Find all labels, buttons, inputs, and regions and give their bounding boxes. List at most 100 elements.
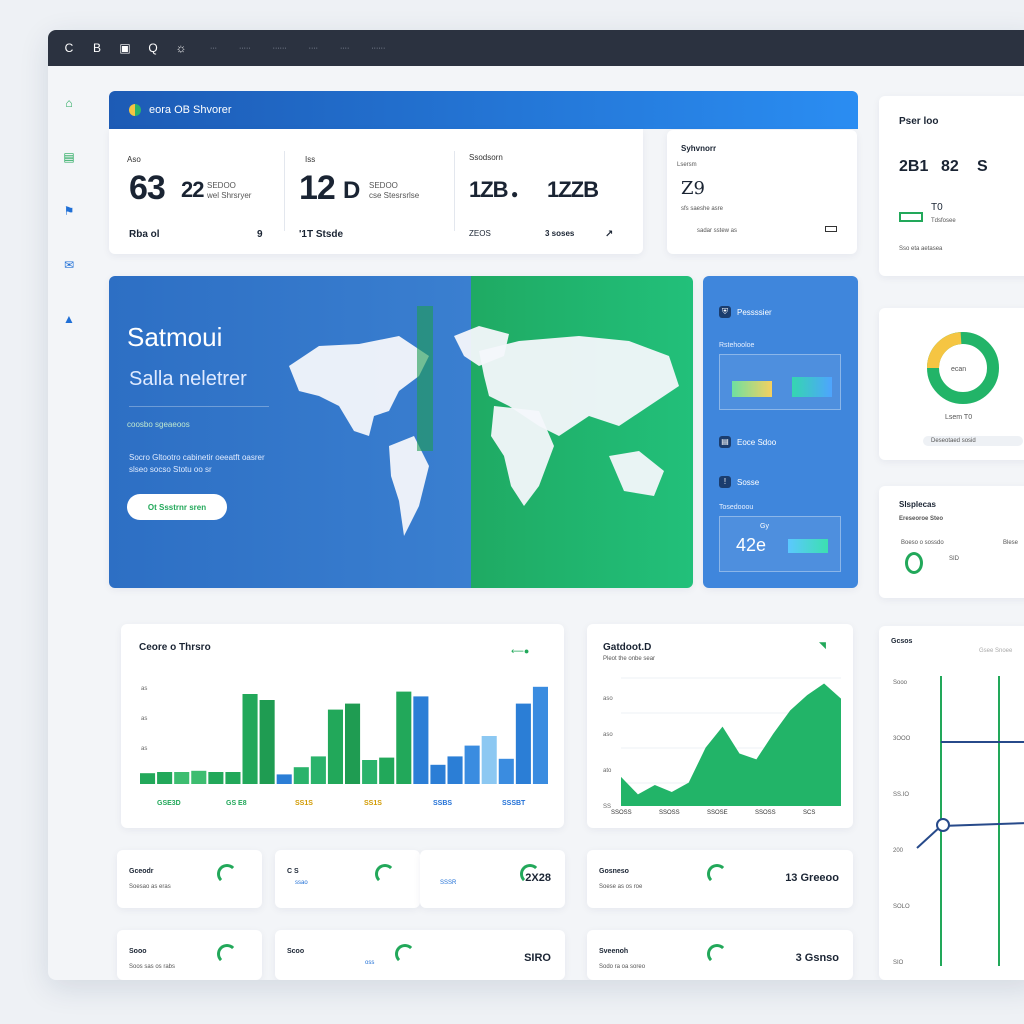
y-tick: aso <box>603 732 613 738</box>
small-card-4[interactable]: Gosneso Soese as os roe 13 Greeoo <box>587 850 853 908</box>
stat-1-value: 63 <box>129 169 166 207</box>
y-tick: SS.IO <box>893 792 910 798</box>
bar-17[interactable] <box>413 696 429 784</box>
document-icon[interactable]: ▤ <box>63 150 75 164</box>
bar-14[interactable] <box>362 760 378 784</box>
bar-9[interactable] <box>276 774 292 784</box>
bar-22[interactable] <box>498 758 514 784</box>
small-card-5[interactable]: Sooo Soos sas os rabs <box>117 930 262 980</box>
panel-item-1[interactable]: ⛨ Pessssier <box>719 306 772 318</box>
line-chart <box>916 676 1024 966</box>
y-tick: Sooo <box>893 680 908 686</box>
settings-icon[interactable]: ☼ <box>175 41 187 55</box>
right-card-2-foot[interactable]: Deseotaed sosid <box>923 436 1023 446</box>
bar-chart <box>140 686 548 784</box>
right-card-2[interactable]: ecan Lsem T0 Deseotaed sosid <box>879 308 1024 460</box>
menu-item-1[interactable]: ··· <box>210 44 217 52</box>
chart-line-icon <box>707 864 727 884</box>
panel-kpi-small: Gy <box>760 523 769 530</box>
info-card[interactable]: Syhvnorr Lsersm Z9 sfs saeshe asre sadar… <box>667 130 857 254</box>
bar-1[interactable] <box>140 773 156 784</box>
inbox-icon[interactable]: ✉ <box>63 258 75 272</box>
stat-1-note1: SEDOO <box>207 181 236 190</box>
refresh-icon[interactable]: C <box>64 41 74 55</box>
blue-side-panel: ⛨ Pessssier Rstehooloe ▤ Eoce Sdoo ! Sos… <box>703 276 858 588</box>
stat-1-footer-badge: 9 <box>257 229 263 240</box>
menu-item-4[interactable]: ···· <box>308 44 318 52</box>
stat-3-accent: ● <box>511 187 518 201</box>
bar-5[interactable] <box>208 772 224 784</box>
bookmark-icon[interactable]: B <box>92 41 101 55</box>
menu-item-2[interactable]: ····· <box>239 44 251 52</box>
shield-icon: ⛨ <box>719 306 731 318</box>
bar-23[interactable] <box>515 703 531 784</box>
right-card-3[interactable]: Slsplecas Ereseoroe Steo Boeso o sossdo … <box>879 486 1024 598</box>
panel-item-2-label: Eoce Sdoo <box>737 437 777 447</box>
home-icon[interactable]: ⌂ <box>65 96 73 110</box>
menu-item-6[interactable]: ······ <box>371 44 386 52</box>
small-card-value: 3 Gsnso <box>795 952 839 964</box>
bar-10[interactable] <box>293 767 309 784</box>
area-series[interactable] <box>621 683 841 807</box>
bar-24[interactable] <box>532 686 548 784</box>
y-tick: as <box>141 686 148 692</box>
window-icon[interactable]: ▣ <box>119 41 131 55</box>
panel-item-1-label: Pessssier <box>737 307 772 317</box>
bar-13[interactable] <box>345 703 361 784</box>
bar-12[interactable] <box>327 709 343 784</box>
right-card-1[interactable]: Pser loo 2B1 82 S T0 Tdsfosee Sso eta ae… <box>879 96 1024 276</box>
area-chart-menu-icon[interactable]: ◥ <box>819 640 826 650</box>
bar-7[interactable] <box>242 694 258 784</box>
gauge-icon <box>520 864 540 884</box>
right-card-4[interactable]: Gcsos Gsee Snoee Sooo 3OOO SS.IO 200 SOLO SIO <box>879 626 1024 980</box>
user-icon[interactable]: Q <box>148 41 158 55</box>
bar-3[interactable] <box>174 772 190 784</box>
stat-3[interactable]: Ssodsorn 1ZB ● 1ZZB ZEOS 3 soses ↗ <box>455 129 643 254</box>
right-card-3-note2: Blese <box>1003 540 1019 546</box>
bar-20[interactable] <box>464 745 480 784</box>
bar-2[interactable] <box>157 772 173 784</box>
menu-item-5[interactable]: ···· <box>339 44 350 52</box>
panel-item-2[interactable]: ▤ Eoce Sdoo <box>719 436 776 448</box>
area-chart-title: Gatdoot.D <box>603 642 652 653</box>
small-card-sub: Soesao as eras <box>129 884 171 890</box>
small-card-6[interactable]: Scoo oss SIRO <box>275 930 565 980</box>
menu-item-3[interactable]: ······ <box>272 44 287 52</box>
bar-11[interactable] <box>310 756 326 784</box>
small-card-title: Gosneso <box>599 868 629 875</box>
small-card-3[interactable]: SSSR 2X28 <box>420 850 565 908</box>
bar-15[interactable] <box>379 757 395 784</box>
bar-8[interactable] <box>259 700 275 784</box>
bar-18[interactable] <box>430 764 446 784</box>
brand-logo-icon <box>129 104 141 116</box>
stat-2-note2: cse Stesrsrlse <box>369 191 420 200</box>
right-card-4-title: Gcsos <box>891 638 913 645</box>
right-card-1-v1: 2B1 <box>899 158 929 175</box>
panel-item-3[interactable]: ! Sosse <box>719 476 759 488</box>
right-card-1-v4: T0 <box>931 202 943 213</box>
small-card-2[interactable]: C Sssaossa8s <box>275 850 471 908</box>
bar-4[interactable] <box>191 770 207 784</box>
hero-banner: Satmoui Salla neletrer coosbo sgeaeoos S… <box>109 276 693 588</box>
x-label: SS1S <box>364 800 382 807</box>
right-card-1-title: Pser loo <box>899 116 939 127</box>
stat-1[interactable]: Aso 63 22 SEDOO wel Shrsryer Rba ol 9 <box>109 129 284 254</box>
hero-divider <box>129 406 269 407</box>
y-tick: SS <box>603 804 612 810</box>
small-card-1[interactable]: Gceodr Soesao as eras <box>117 850 262 908</box>
expand-icon[interactable]: ⟵● <box>511 646 530 656</box>
leaf-icon <box>905 552 923 574</box>
bar-6[interactable] <box>225 772 241 784</box>
bar-16[interactable] <box>396 691 412 784</box>
users-icon[interactable]: ⚑ <box>63 204 75 218</box>
bar-19[interactable] <box>447 756 463 784</box>
chart-icon[interactable]: ▲ <box>63 312 75 326</box>
area-chart-card[interactable]: Gatdoot.D Pleot the onbe sear ◥ aso aso at… <box>587 624 853 828</box>
donut-label: ecan <box>951 366 967 373</box>
small-card-7[interactable]: Sveenoh Sodo ra oa soreo 3 Gsnso <box>587 930 853 980</box>
hero-cta-button[interactable]: Ot Ssstrnr sren <box>127 494 227 520</box>
stat-2[interactable]: Iss 12 D SEDOO cse Stesrsrlse '1T Stsde <box>285 129 455 254</box>
bar-21[interactable] <box>481 736 497 784</box>
stat-3-footer2: 3 soses <box>545 229 575 238</box>
